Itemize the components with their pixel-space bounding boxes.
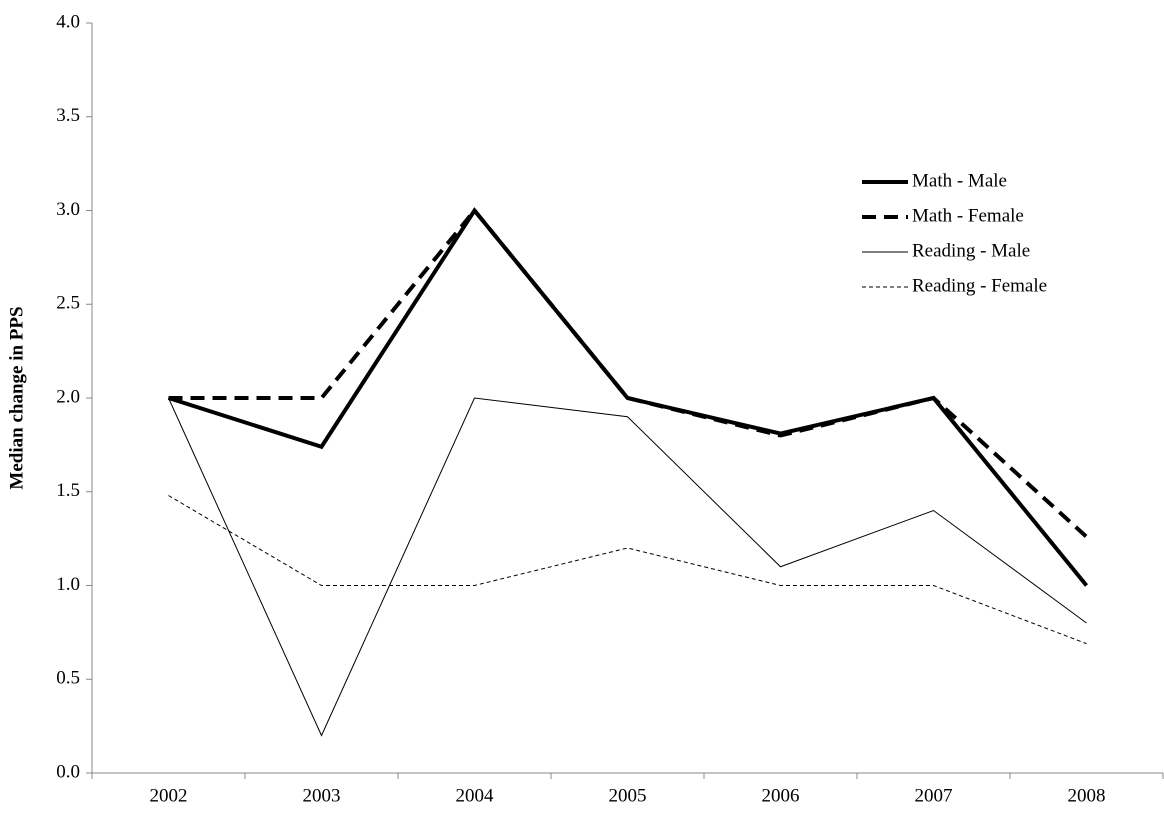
- y-tick-label: 2.0: [56, 386, 80, 407]
- series-line: [168, 207, 1088, 539]
- y-tick-label: 4.0: [56, 11, 80, 32]
- series-line: [168, 397, 1087, 737]
- x-tick-label: 2004: [456, 785, 495, 806]
- x-tick-label: 2006: [762, 785, 800, 806]
- x-tick-label: 2003: [303, 785, 341, 806]
- legend-label: Reading - Male: [912, 240, 1030, 261]
- y-tick-label: 3.5: [56, 105, 80, 126]
- legend-label: Math - Male: [912, 170, 1007, 191]
- x-tick-label: 2008: [1068, 785, 1106, 806]
- y-tick-label: 3.0: [56, 199, 80, 220]
- y-tick-label: 1.0: [56, 574, 80, 595]
- y-tick-label: 1.5: [56, 480, 80, 501]
- series-line: [168, 495, 1087, 645]
- x-tick-label: 2005: [609, 785, 647, 806]
- y-tick-label: 0.5: [56, 668, 80, 689]
- y-tick-label: 2.5: [56, 293, 80, 314]
- x-tick-label: 2007: [915, 785, 953, 806]
- legend-label: Math - Female: [912, 205, 1024, 226]
- legend-label: Reading - Female: [912, 275, 1047, 296]
- y-axis-label: Median change in PPS: [6, 306, 27, 489]
- x-tick-label: 2002: [150, 785, 188, 806]
- y-tick-label: 0.0: [56, 761, 80, 782]
